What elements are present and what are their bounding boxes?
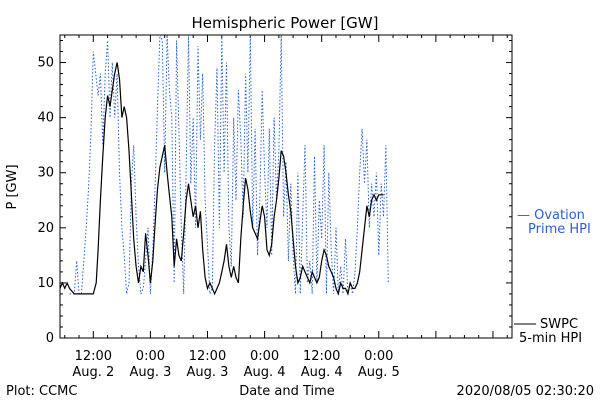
y-tick-label: 10 [37, 276, 54, 291]
x-tick-time-label: 0:00 [136, 349, 165, 364]
y-tick-label: 20 [37, 221, 54, 236]
x-tick-date-label: Aug. 3 [129, 365, 171, 380]
y-axis: 0 10 20 30 40 50 [37, 40, 512, 346]
x-tick-time-label: 12:00 [75, 349, 112, 364]
series-line-swpc [59, 62, 384, 296]
x-tick-date-label: Aug. 4 [301, 365, 343, 380]
x-tick-time-label: 12:00 [303, 349, 340, 364]
footer-timestamp: 2020/08/05 02:30:20 [457, 384, 594, 399]
series-layer [59, 34, 389, 296]
legend-ovation-line1: — Ovation [517, 208, 585, 223]
x-tick-time-label: 0:00 [250, 349, 279, 364]
y-tick-label: 40 [37, 111, 54, 126]
series-line-ovation-prime [69, 34, 389, 295]
x-axis-label: Date and Time [239, 384, 335, 399]
y-axis-label: P [GW] [5, 164, 20, 209]
y-tick-label: 30 [37, 166, 54, 181]
legend-swpc-line2: 5-min HPI [519, 331, 582, 346]
y-tick-label: 50 [37, 56, 54, 71]
chart-title: Hemispheric Power [GW] [192, 14, 379, 32]
legend-swpc: SWPC 5-min HPI [514, 317, 582, 346]
legend-swpc-line1: SWPC [540, 317, 578, 332]
x-tick-date-label: Aug. 4 [244, 365, 286, 380]
legend-ovation-line2: Prime HPI [528, 222, 591, 237]
x-tick-date-label: Aug. 5 [358, 365, 400, 380]
x-tick-date-label: Aug. 2 [72, 365, 114, 380]
footer-plot-credit: Plot: CCMC [6, 384, 77, 399]
y-tick-label: 0 [46, 331, 54, 346]
x-tick-time-label: 0:00 [364, 349, 393, 364]
x-tick-time-label: 12:00 [189, 349, 226, 364]
plot-frame [59, 34, 513, 339]
legend-ovation: — Ovation Prime HPI [517, 208, 591, 237]
x-tick-date-label: Aug. 3 [187, 365, 229, 380]
